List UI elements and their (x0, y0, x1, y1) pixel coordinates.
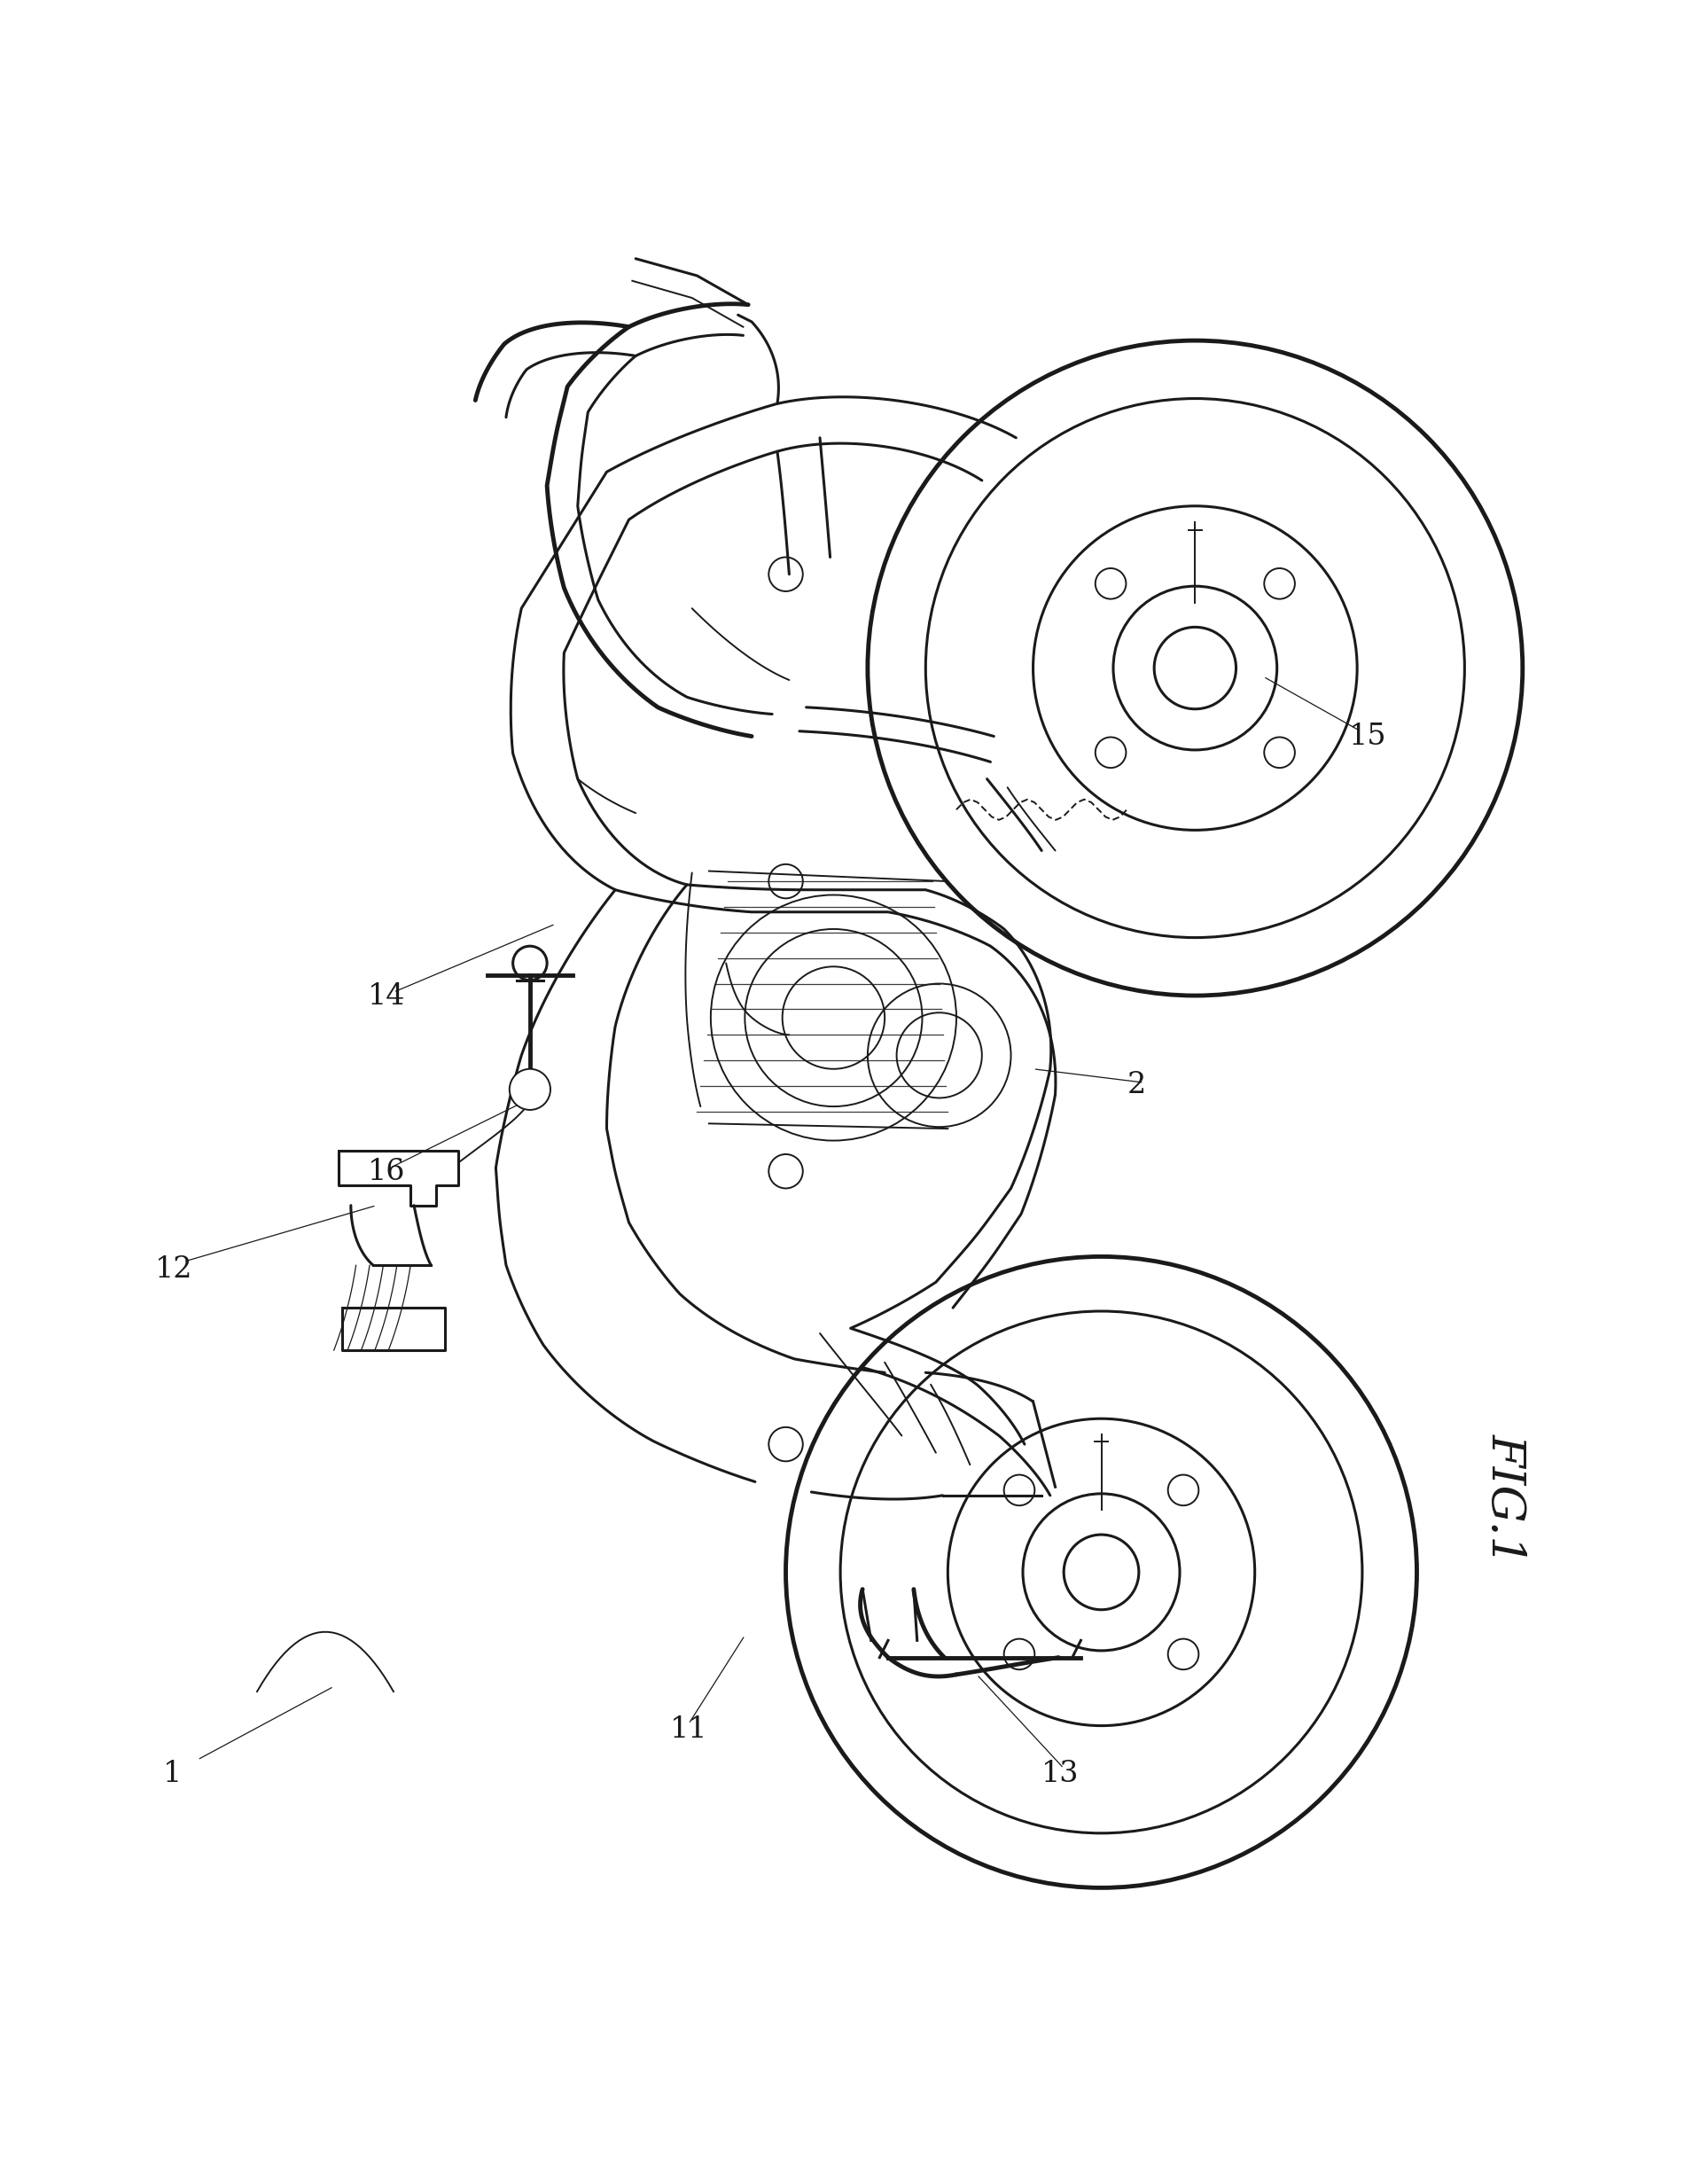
Text: FIG.1: FIG.1 (1483, 1434, 1529, 1564)
Circle shape (509, 1069, 550, 1110)
Text: 2: 2 (1127, 1071, 1146, 1099)
Text: 1: 1 (164, 1759, 183, 1788)
Text: 15: 15 (1349, 723, 1387, 752)
Text: 12: 12 (155, 1255, 193, 1284)
Text: 13: 13 (1042, 1759, 1079, 1788)
Text: 16: 16 (367, 1158, 405, 1186)
Text: 14: 14 (367, 982, 405, 1010)
Text: 11: 11 (670, 1716, 707, 1744)
